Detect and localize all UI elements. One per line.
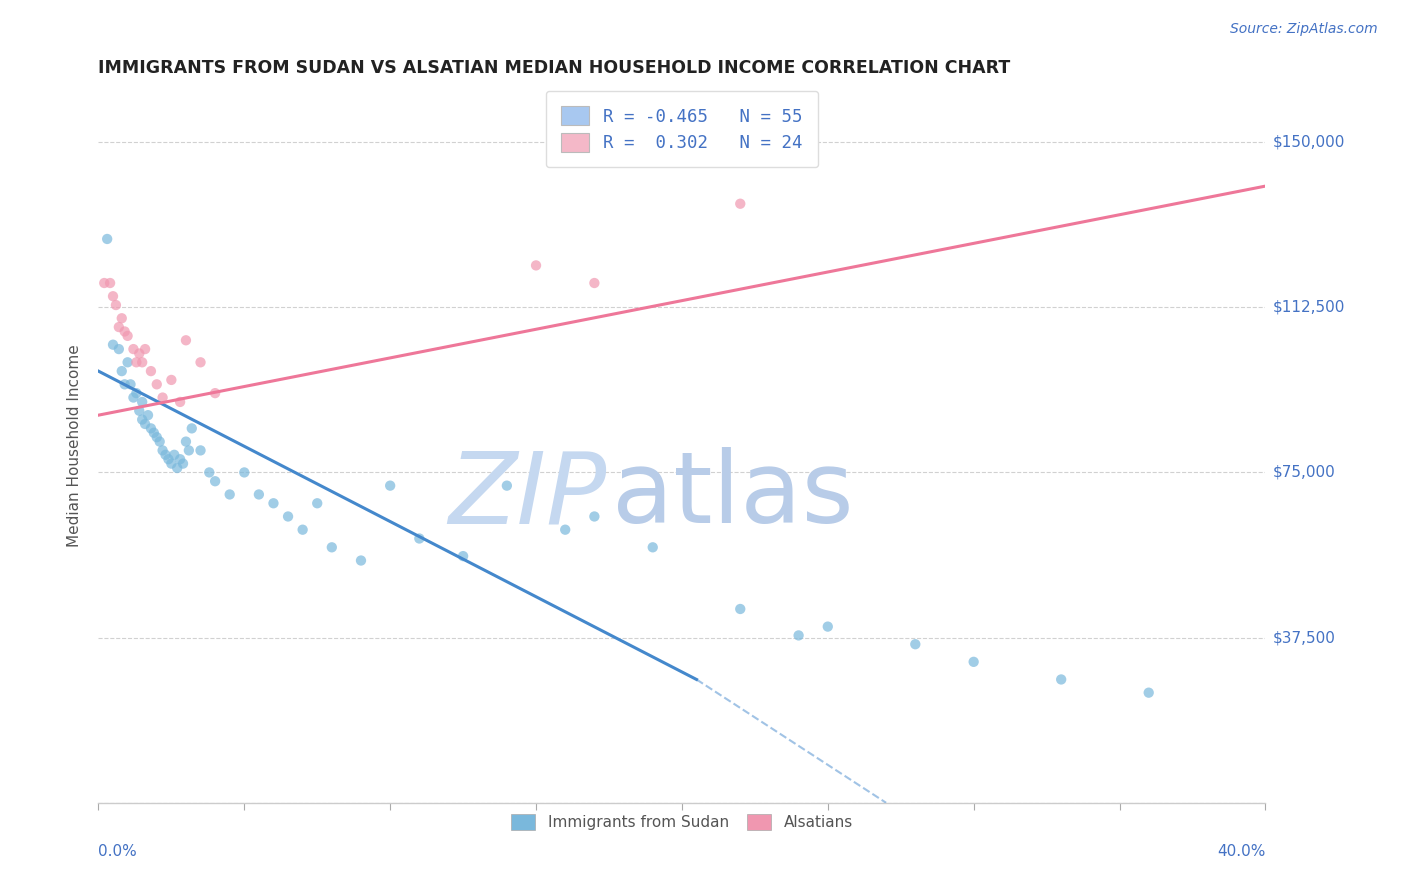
Point	[1050, 673, 1073, 687]
Point	[163, 448, 186, 462]
Point	[152, 391, 174, 405]
Point	[174, 333, 197, 347]
Point	[117, 329, 139, 343]
Point	[134, 417, 156, 431]
Text: atlas: atlas	[612, 448, 853, 544]
Point	[169, 395, 191, 409]
Point	[904, 637, 927, 651]
Point	[160, 373, 183, 387]
Point	[641, 541, 664, 555]
Point	[152, 443, 174, 458]
Point	[291, 523, 314, 537]
Point	[172, 457, 194, 471]
Point	[125, 386, 148, 401]
Point	[380, 478, 402, 492]
Point	[131, 355, 153, 369]
Point	[583, 509, 606, 524]
Point	[131, 412, 153, 426]
Point	[142, 425, 165, 440]
Text: $112,500: $112,500	[1272, 300, 1344, 315]
Point	[157, 452, 180, 467]
Point	[104, 298, 127, 312]
Y-axis label: Median Household Income: Median Household Income	[67, 344, 83, 548]
Point	[263, 496, 285, 510]
Point	[166, 461, 188, 475]
Point	[134, 342, 156, 356]
Point	[198, 466, 221, 480]
Point	[122, 391, 145, 405]
Point	[307, 496, 329, 510]
Point	[169, 452, 191, 467]
Text: 40.0%: 40.0%	[1218, 845, 1265, 860]
Point	[101, 337, 124, 351]
Point	[204, 475, 226, 489]
Text: Source: ZipAtlas.com: Source: ZipAtlas.com	[1230, 22, 1378, 37]
Text: $37,500: $37,500	[1272, 630, 1336, 645]
Point	[93, 276, 115, 290]
Text: $150,000: $150,000	[1272, 135, 1344, 150]
Point	[96, 232, 118, 246]
Text: ZIP: ZIP	[447, 448, 606, 544]
Point	[787, 628, 810, 642]
Point	[136, 408, 159, 422]
Point	[111, 364, 134, 378]
Point	[174, 434, 197, 449]
Point	[146, 430, 169, 444]
Point	[190, 355, 212, 369]
Point	[218, 487, 240, 501]
Point	[114, 377, 136, 392]
Point	[139, 421, 162, 435]
Point	[496, 478, 519, 492]
Point	[583, 276, 606, 290]
Point	[233, 466, 256, 480]
Point	[139, 364, 162, 378]
Point	[128, 346, 150, 360]
Point	[451, 549, 474, 563]
Point	[204, 386, 226, 401]
Point	[160, 457, 183, 471]
Point	[247, 487, 270, 501]
Point	[190, 443, 212, 458]
Point	[408, 532, 430, 546]
Point	[122, 342, 145, 356]
Legend: Immigrants from Sudan, Alsatians: Immigrants from Sudan, Alsatians	[503, 806, 860, 838]
Point	[128, 403, 150, 417]
Point	[277, 509, 299, 524]
Point	[114, 325, 136, 339]
Point	[125, 355, 148, 369]
Point	[350, 553, 373, 567]
Point	[98, 276, 121, 290]
Point	[131, 395, 153, 409]
Point	[554, 523, 576, 537]
Point	[108, 342, 131, 356]
Point	[730, 196, 752, 211]
Point	[1137, 686, 1160, 700]
Point	[177, 443, 200, 458]
Text: $75,000: $75,000	[1272, 465, 1336, 480]
Point	[111, 311, 134, 326]
Point	[321, 541, 343, 555]
Point	[962, 655, 984, 669]
Text: 0.0%: 0.0%	[98, 845, 138, 860]
Point	[149, 434, 172, 449]
Text: IMMIGRANTS FROM SUDAN VS ALSATIAN MEDIAN HOUSEHOLD INCOME CORRELATION CHART: IMMIGRANTS FROM SUDAN VS ALSATIAN MEDIAN…	[98, 59, 1011, 77]
Point	[108, 320, 131, 334]
Point	[817, 619, 839, 633]
Point	[117, 355, 139, 369]
Point	[146, 377, 169, 392]
Point	[155, 448, 177, 462]
Point	[101, 289, 124, 303]
Point	[524, 259, 547, 273]
Point	[180, 421, 202, 435]
Point	[730, 602, 752, 616]
Point	[120, 377, 142, 392]
